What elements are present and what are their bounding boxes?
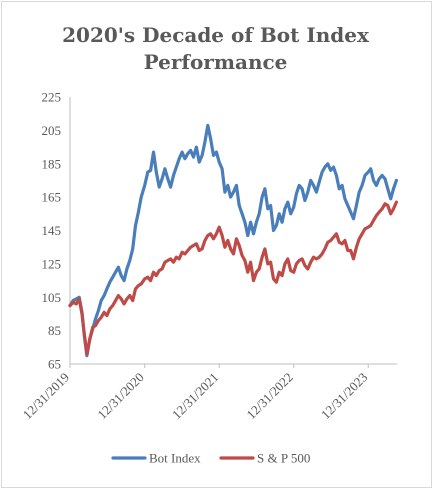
chart-title-line-1: 2020's Decade of Bot Index: [62, 23, 369, 47]
y-tick-label: 185: [42, 156, 62, 171]
y-tick-label: 165: [42, 190, 62, 205]
y-tick-label: 105: [42, 290, 62, 305]
series-line-sp500: [68, 200, 398, 356]
y-tick-label: 65: [48, 357, 61, 372]
x-tick-label: 12/31/2019: [20, 370, 72, 422]
y-tick-label: 85: [48, 323, 61, 338]
series-lines: [68, 123, 398, 358]
y-tick-label: 205: [42, 123, 62, 138]
x-tick-label: 12/31/2021: [169, 370, 221, 422]
axes: [69, 97, 397, 365]
chart-title: 2020's Decade of Bot Index Performance: [0, 22, 431, 76]
legend: Bot Index S & P 500: [111, 451, 310, 466]
y-tick-label: 145: [42, 223, 62, 238]
y-axis-tick-labels: 225 205 185 165 145 125 105 85 65: [42, 90, 62, 372]
x-tick-label: 12/31/2022: [243, 370, 295, 422]
y-tick-label: 225: [42, 90, 62, 105]
x-tick-label: 12/31/2020: [94, 370, 146, 422]
legend-label-sp500: S & P 500: [257, 451, 310, 466]
chart-title-line-2: Performance: [143, 50, 288, 74]
x-tick-label: 12/31/2023: [318, 370, 370, 422]
series-line-bot-index: [68, 123, 398, 358]
legend-label-bot-index: Bot Index: [149, 451, 201, 466]
y-tick-label: 125: [42, 256, 62, 271]
x-axis-tick-labels: 12/31/2019 12/31/2020 12/31/2021 12/31/2022…: [20, 364, 370, 422]
